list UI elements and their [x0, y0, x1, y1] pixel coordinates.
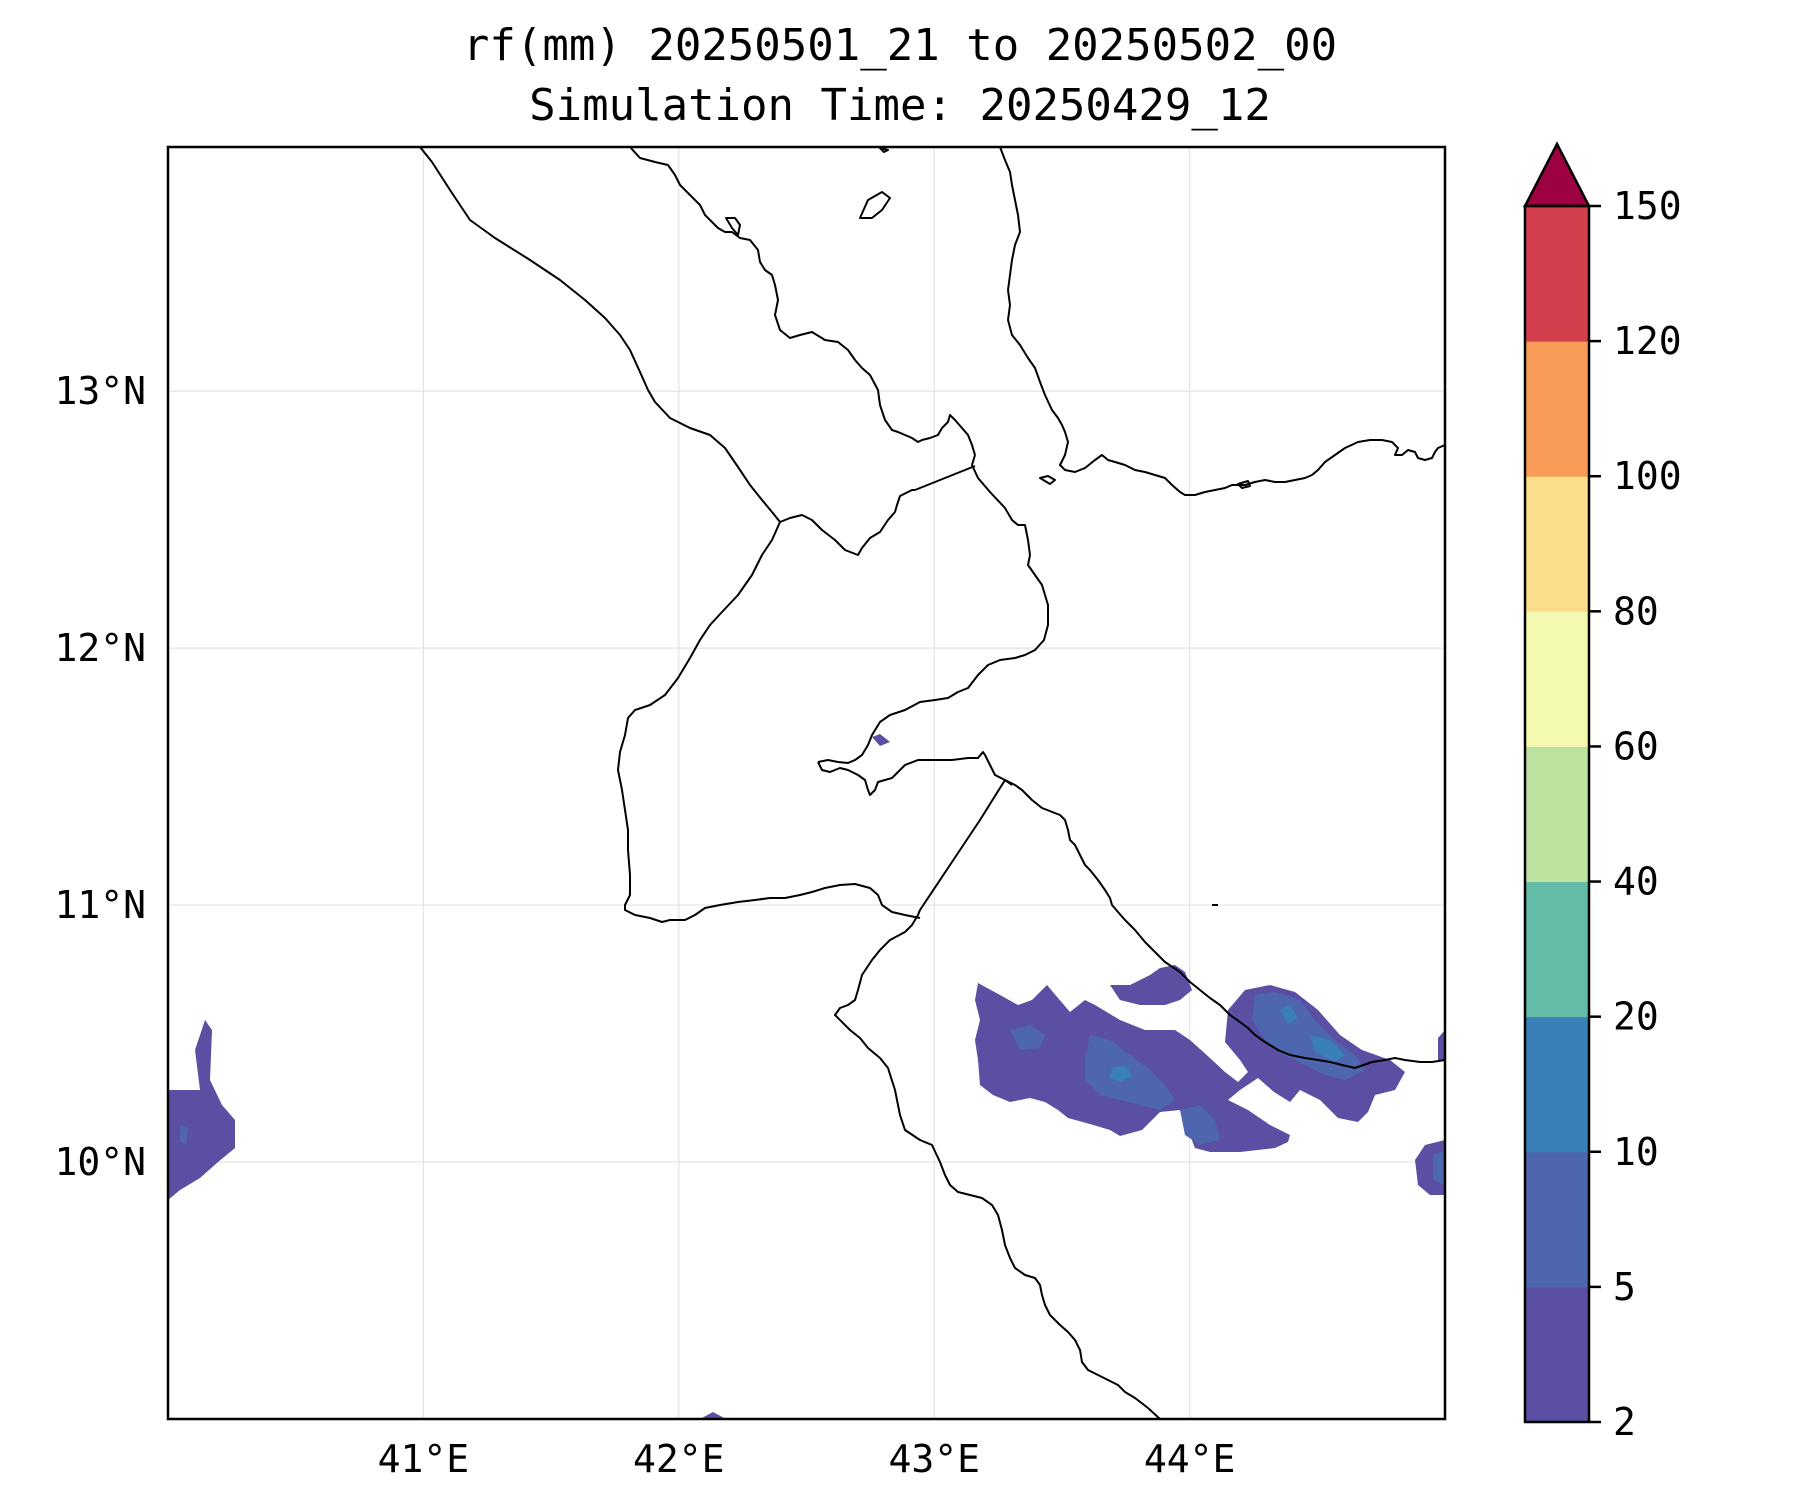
colorbar-segment — [1525, 611, 1589, 747]
island — [1039, 475, 1056, 485]
colorbar-tick-label: 10 — [1613, 1130, 1659, 1174]
axis-labels: 41°E 42°E 43°E 44°E 10°N 11°N 12°N 13°N — [54, 369, 1235, 1481]
coastline — [817, 454, 1049, 764]
colorbar-tick-label: 20 — [1613, 995, 1659, 1039]
lon-tick-label: 43°E — [888, 1437, 980, 1481]
gridlines — [168, 147, 1445, 1419]
colorbar-segment — [1525, 746, 1589, 883]
colorbar-tick-label: 100 — [1613, 454, 1682, 498]
island — [725, 217, 741, 236]
lat-tick-label: 13°N — [54, 369, 146, 413]
rainfall-core-southeast — [1433, 1150, 1445, 1185]
lat-tick-label: 11°N — [54, 883, 146, 927]
colorbar-tick-label: 150 — [1613, 184, 1682, 228]
colorbar-extend-max — [1522, 141, 1592, 208]
rainfall-core-west — [180, 1125, 188, 1145]
rainfall-area-east-edge — [1438, 1030, 1445, 1060]
rainfall-peak-east — [1280, 1005, 1298, 1024]
rainfall-area-west — [168, 1020, 235, 1200]
lon-tick-label: 41°E — [378, 1437, 470, 1481]
colorbar-frame — [1523, 204, 1591, 1424]
rainfall-core-west-blob — [1010, 1025, 1045, 1050]
border-line — [914, 465, 976, 491]
coastlines-borders — [419, 147, 1445, 1419]
colorbar-tick-label: 80 — [1613, 589, 1659, 633]
colorbar-tick-label: 2 — [1613, 1400, 1636, 1444]
border-line — [834, 914, 1161, 1419]
coastline — [629, 147, 976, 456]
colorbar-segment — [1525, 1151, 1589, 1288]
island — [1237, 480, 1251, 489]
colorbar-segment — [1525, 341, 1589, 477]
lat-tick-label: 12°N — [54, 626, 146, 670]
colorbar-tick-label: 60 — [1613, 724, 1659, 768]
map-subtitle: Simulation Time: 20250429_12 — [529, 80, 1271, 131]
rainfall-peak-east-2 — [1310, 1035, 1345, 1062]
rainfall-field — [168, 734, 1445, 1419]
lon-tick-label: 42°E — [633, 1437, 725, 1481]
rainfall-core-central — [1085, 1035, 1175, 1110]
colorbar-tick-label: 40 — [1613, 860, 1659, 904]
colorbar-segment — [1525, 476, 1589, 612]
border-line — [617, 521, 921, 923]
lon-tick-label: 44°E — [1144, 1437, 1236, 1481]
colorbar-tick-label: 120 — [1613, 319, 1682, 363]
border-line — [419, 147, 781, 523]
lat-tick-label: 10°N — [54, 1140, 146, 1184]
map-frame — [166, 145, 1447, 1421]
rainfall-spot-djibouti — [872, 734, 890, 746]
colorbar: 2 5 10 20 40 60 80 100 120 150 — [1522, 141, 1682, 1444]
colorbar-tick-label: 5 — [1613, 1265, 1636, 1309]
rainfall-peak-central — [1110, 1066, 1132, 1082]
rainfall-core-south — [1180, 1105, 1220, 1145]
coastline — [999, 147, 1445, 496]
island — [859, 191, 891, 219]
rainfall-spot-south — [700, 1412, 726, 1419]
colorbar-segment — [1525, 881, 1589, 1018]
island — [879, 147, 889, 153]
map-title: rf(mm) 20250501_21 to 20250502_00 — [462, 20, 1338, 71]
colorbar-segment — [1525, 1016, 1589, 1153]
colorbar-segment — [1525, 206, 1589, 342]
rainfall-area-north — [1110, 965, 1192, 1005]
coastline — [1004, 779, 1445, 1069]
coastline — [817, 751, 1013, 796]
border-line — [917, 779, 1006, 916]
colorbar-segment — [1525, 1286, 1589, 1423]
border-line — [779, 489, 915, 556]
